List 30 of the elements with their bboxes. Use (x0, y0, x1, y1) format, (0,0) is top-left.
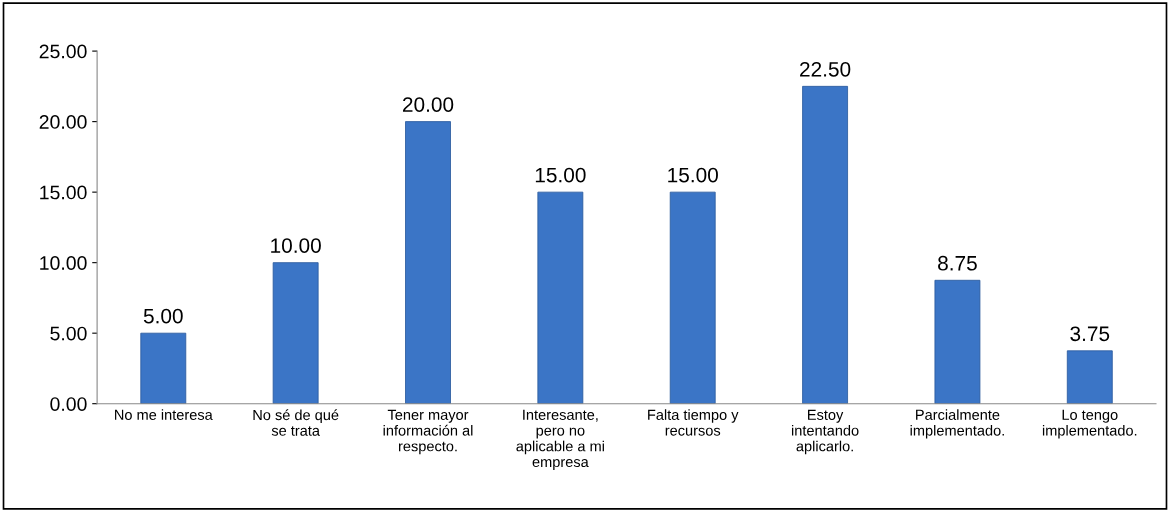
x-tick-label: Parcialmente implementado. (910, 409, 1004, 439)
data-label: 8.75 (938, 255, 977, 271)
bar (669, 191, 716, 404)
y-tick-label: 5.00 (50, 326, 87, 341)
data-label: 22.50 (800, 61, 851, 77)
x-tick-label: No sé de qué se trata (253, 409, 339, 436)
bar (405, 121, 451, 404)
y-tick-label: 20.00 (39, 115, 87, 129)
x-tick-label: Interesante, pero no aplicable a mi empresa (516, 409, 604, 470)
bar (272, 262, 319, 404)
data-label: 5.00 (143, 308, 183, 324)
x-tick-label: Tener mayor información al respecto. (383, 409, 473, 455)
x-tick-label: Falta tiempo y recursos (648, 409, 739, 436)
x-tick-label: No me interesa (115, 409, 213, 420)
bar (802, 85, 848, 404)
y-tick-label: 10.00 (40, 256, 87, 270)
y-tick-label: 0.00 (50, 397, 87, 411)
data-label: 20.00 (402, 97, 454, 112)
bar (1066, 350, 1113, 404)
y-tick-label: 25.00 (39, 44, 87, 59)
y-tick-label: 15.00 (40, 185, 87, 200)
bar (537, 191, 584, 404)
x-tick-label: Lo tengo implementado. (1042, 409, 1137, 439)
bar (934, 279, 981, 404)
data-label: 15.00 (535, 167, 586, 183)
bar (140, 332, 187, 404)
x-tick-label: Estoy intentando aplicarlo. (791, 409, 859, 455)
data-label: 3.75 (1070, 326, 1110, 342)
data-label: 15.00 (668, 167, 718, 183)
data-label: 10.00 (271, 238, 321, 253)
